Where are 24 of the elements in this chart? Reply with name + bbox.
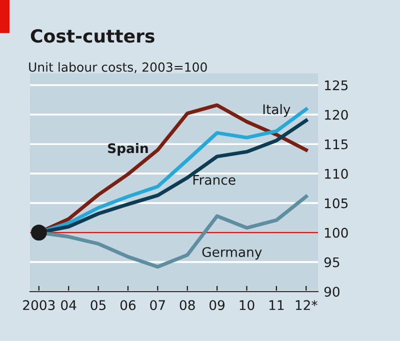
- y-tick-label: 110: [325, 168, 348, 179]
- y-tick-label: 95: [324, 257, 340, 268]
- x-tick-label: 06: [120, 300, 136, 310]
- y-tick-label: 100: [325, 228, 348, 238]
- x-tick-label: 07: [150, 300, 165, 310]
- series-label: Italy: [263, 104, 290, 117]
- x-tick-label: 11: [269, 300, 284, 310]
- x-tick-label: 04: [61, 300, 76, 310]
- x-tick-label: 05: [90, 300, 106, 310]
- series-label: France: [193, 175, 236, 185]
- x-tick-label: 10: [240, 300, 254, 310]
- x-tick-label: 09: [210, 300, 225, 310]
- x-tick-label: 2003: [23, 300, 55, 310]
- x-tick-label: 08: [180, 300, 195, 310]
- y-tick-label: 105: [325, 198, 348, 208]
- series-label: Spain: [108, 143, 148, 156]
- series-label: Germany: [202, 247, 262, 260]
- chart-title: Cost-cutters: [30, 29, 154, 43]
- y-tick-label: 120: [325, 110, 348, 120]
- chart-subtitle: Unit labour costs, 2003=100: [29, 62, 207, 74]
- y-tick-label: 125: [325, 80, 348, 90]
- x-tick-label: 12*: [296, 300, 318, 310]
- y-tick-label: 115: [325, 139, 348, 150]
- y-tick-label: 90: [324, 286, 340, 297]
